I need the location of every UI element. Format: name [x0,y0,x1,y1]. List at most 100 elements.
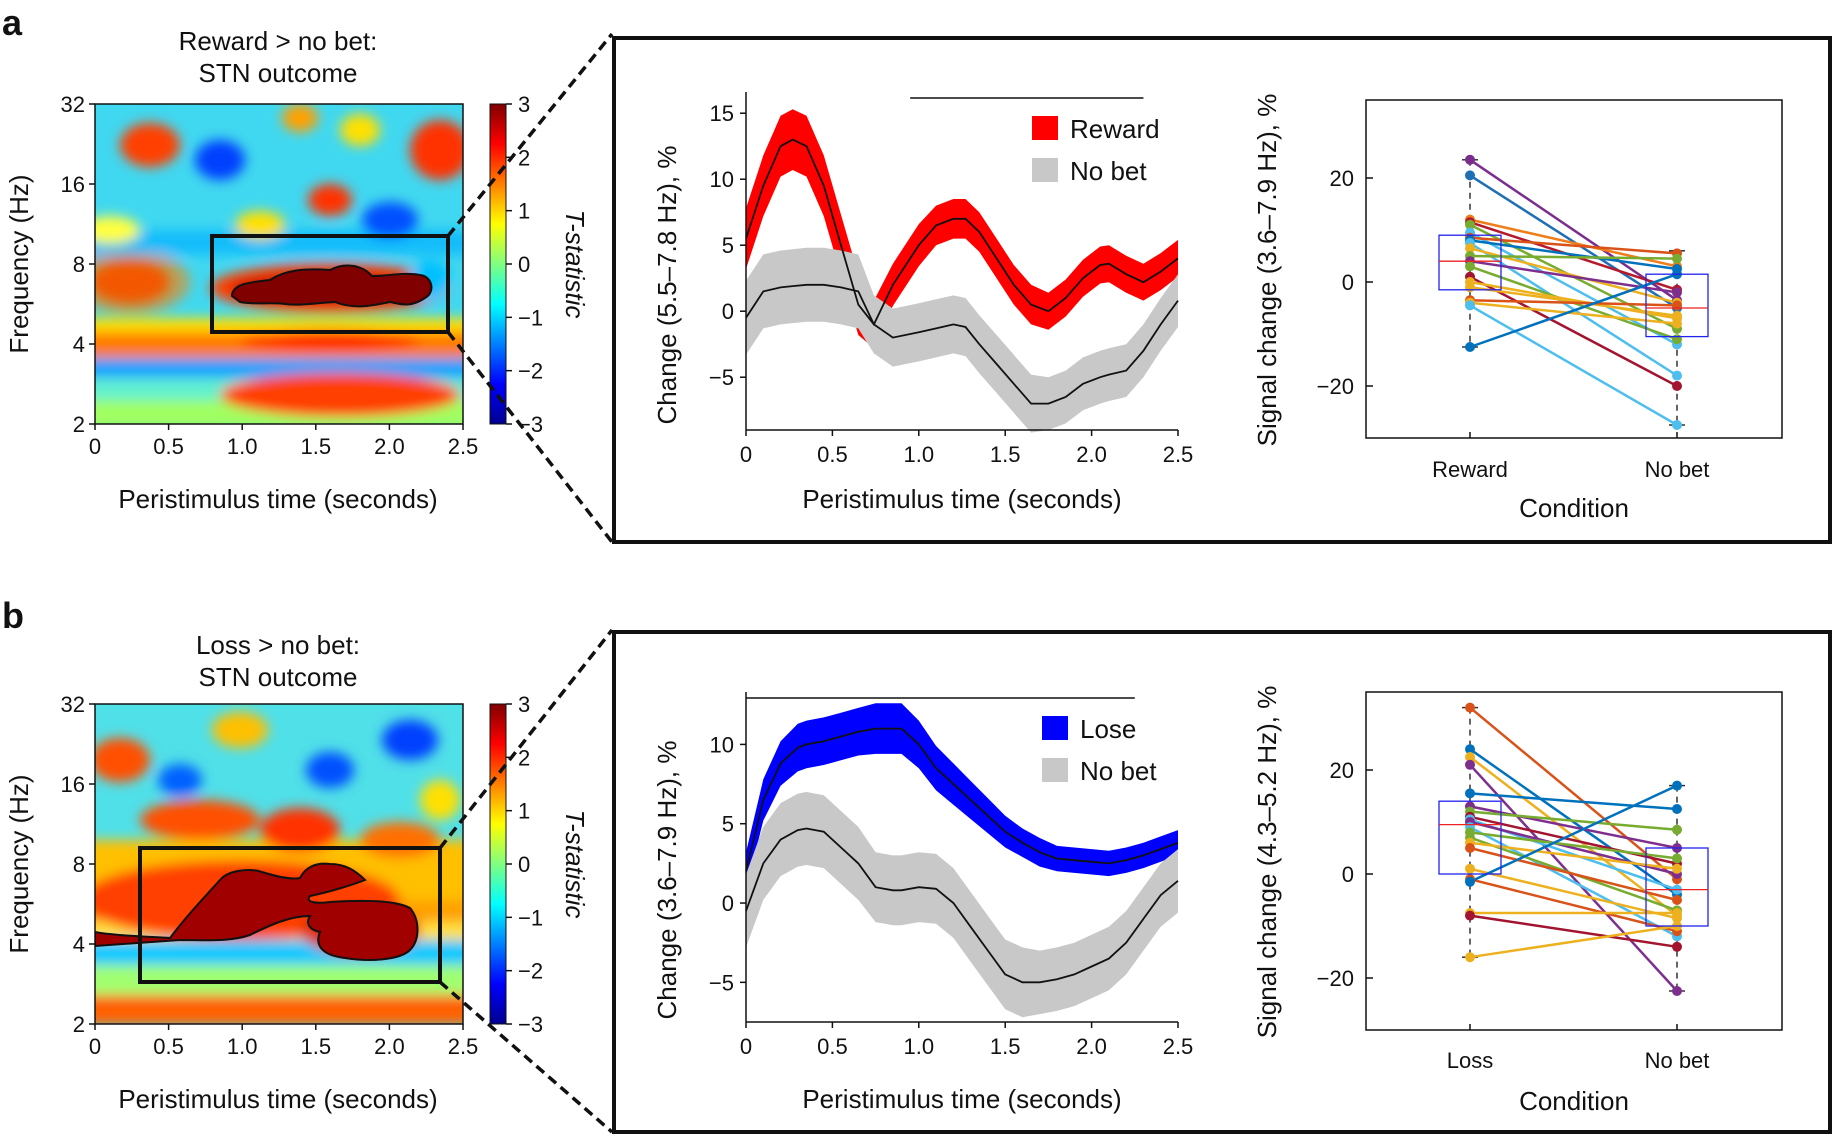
paired-b-category-2: No bet [1645,1048,1710,1073]
legend-b-lose-label: Lose [1080,714,1136,744]
timecourse-ytick-label: 5 [722,812,734,837]
timecourse-ytick-label: −5 [709,365,734,390]
subject-point-condition-2 [1672,863,1682,874]
subject-point-condition-1 [1465,788,1475,799]
heatmap-ytick-label: 8 [73,852,85,877]
timecourse-xtick-label: 0.5 [817,1034,848,1059]
heatmap-b-yticks: 32 16 8 4 2 [61,692,95,1037]
subject-line [1469,285,1678,318]
colorbar-tick-label: 3 [518,692,530,717]
timecourse-xtick-label: 1.5 [990,1034,1021,1059]
heatmap-xtick-label: 0 [89,1034,101,1059]
zoom-connector-a-bottom [446,330,614,544]
colorbar-tick-label: −1 [518,905,543,930]
subject-line [1469,784,1678,883]
paired-a-category-1: Reward [1432,457,1508,482]
heatmap-a-significant-cluster [230,264,433,308]
mean-line-no-bet [745,283,1179,405]
subject-line [1469,304,1678,427]
subject-point-condition-1 [1465,243,1475,254]
subject-line [1469,756,1678,917]
heatmap-b-roi-box [138,846,442,984]
timecourse-xtick-label: 2.0 [1076,1034,1107,1059]
subject-point-condition-1 [1465,702,1475,713]
subject-line [1469,280,1678,320]
zoom-frame-a [612,36,1832,544]
colorbar-tick-label: 1 [518,199,530,224]
colorbar-tick-label: 0 [518,852,530,877]
timecourse-a-xticks: 0 0.5 1.0 1.5 2.0 2.5 [740,430,1193,467]
timecourse-ytick-label: −5 [709,970,734,995]
timecourse-xtick-label: 0 [740,1034,752,1059]
heatmap-ytick-label: 4 [73,932,85,957]
heatmap-xtick-label: 1.5 [301,1034,332,1059]
subject-line [1469,877,1678,933]
subject-point-condition-2 [1672,310,1682,321]
colorbar-tick-label: 1 [518,799,530,824]
timecourse-xtick-label: 0 [740,442,752,467]
subject-point-condition-2 [1672,253,1682,264]
heatmap-a-yticks: 32 16 8 4 2 [61,92,95,437]
timecourse-a-xlabel: Peristimulus time (seconds) [802,484,1121,514]
subject-line [1469,846,1678,902]
subject-line [1469,914,1678,949]
subject-line [1469,792,1678,811]
heatmap-ytick-label: 32 [61,92,85,117]
heatmap-a-ylabel: Frequency (Hz) [4,174,34,353]
timecourse-xtick-label: 2.5 [1163,1034,1194,1059]
subject-point-condition-2 [1672,318,1682,329]
subject-point-condition-2 [1672,986,1682,996]
subject-point-condition-1 [1465,300,1475,311]
heatmap-xtick-label: 2.5 [448,434,479,459]
heatmap-b-significant-cluster [95,862,419,961]
subject-point-condition-1 [1465,282,1475,293]
timecourse-xtick-label: 1.5 [990,442,1021,467]
timecourse-b-yticks: 10 5 0 −5 [709,732,746,995]
heatmap-b-colorbar-ticks: 3 2 1 0 −1 −2 −3 [506,692,543,1037]
paired-ytick-label: 20 [1330,166,1354,191]
panel-b: Loss > no bet: STN outcome [4,628,1832,1134]
heatmap-a-colorbar-label: T-statistic [560,210,590,319]
subject-point-condition-1 [1465,843,1475,853]
paired-a-ylabel: Signal change (3.6–7.9 Hz), % [1252,94,1282,447]
timecourse-a-plot [745,92,1179,433]
subject-point-condition-2 [1672,287,1682,298]
heatmap-xtick-label: 2.0 [374,434,405,459]
heatmap-b-xlabel: Peristimulus time (seconds) [118,1084,437,1114]
subject-point-condition-2 [1672,908,1682,918]
timecourse-ytick-label: 0 [722,299,734,324]
timecourse-xtick-label: 1.0 [904,1034,935,1059]
heatmap-a-title-line2: STN outcome [199,58,358,88]
timecourse-xtick-label: 2.5 [1163,442,1194,467]
colorbar-tick-label: −1 [518,305,543,330]
colorbar-tick-label: 2 [518,145,530,170]
paired-frame [1365,691,1783,1031]
paired-frame [1365,99,1783,439]
colorbar-tick-label: 2 [518,745,530,770]
heatmap-xtick-label: 1.5 [301,434,332,459]
timecourse-ytick-label: 10 [710,167,734,192]
heatmap-ytick-label: 4 [73,332,85,357]
subject-line [1469,301,1678,325]
subject-point-condition-2 [1672,780,1682,791]
heatmap-ytick-label: 2 [73,1012,85,1037]
heatmap-xtick-label: 2.5 [448,1034,479,1059]
panel-a: Reward > no bet: STN outcome [4,26,1832,544]
heatmap-a-colorbar [489,103,507,425]
heatmap-a-image [95,104,463,424]
subject-point-condition-1 [1465,863,1475,874]
mean-line-reward [745,138,1179,327]
heatmap-a-title-line1: Reward > no bet: [179,26,378,56]
heatmap-a-xticks: 0 0.5 1.0 1.5 2.0 2.5 [89,424,478,459]
subject-point-condition-2 [1672,300,1682,311]
subject-point-condition-2 [1672,941,1682,952]
subject-point-condition-1 [1465,759,1475,770]
heatmap-a-roi-box [210,234,450,334]
subject-point-condition-1 [1465,910,1475,921]
heatmap-xtick-label: 1.0 [227,434,258,459]
subject-point-condition-2 [1672,804,1682,814]
subject-point-condition-1 [1465,876,1475,887]
subject-point-condition-2 [1672,895,1682,905]
